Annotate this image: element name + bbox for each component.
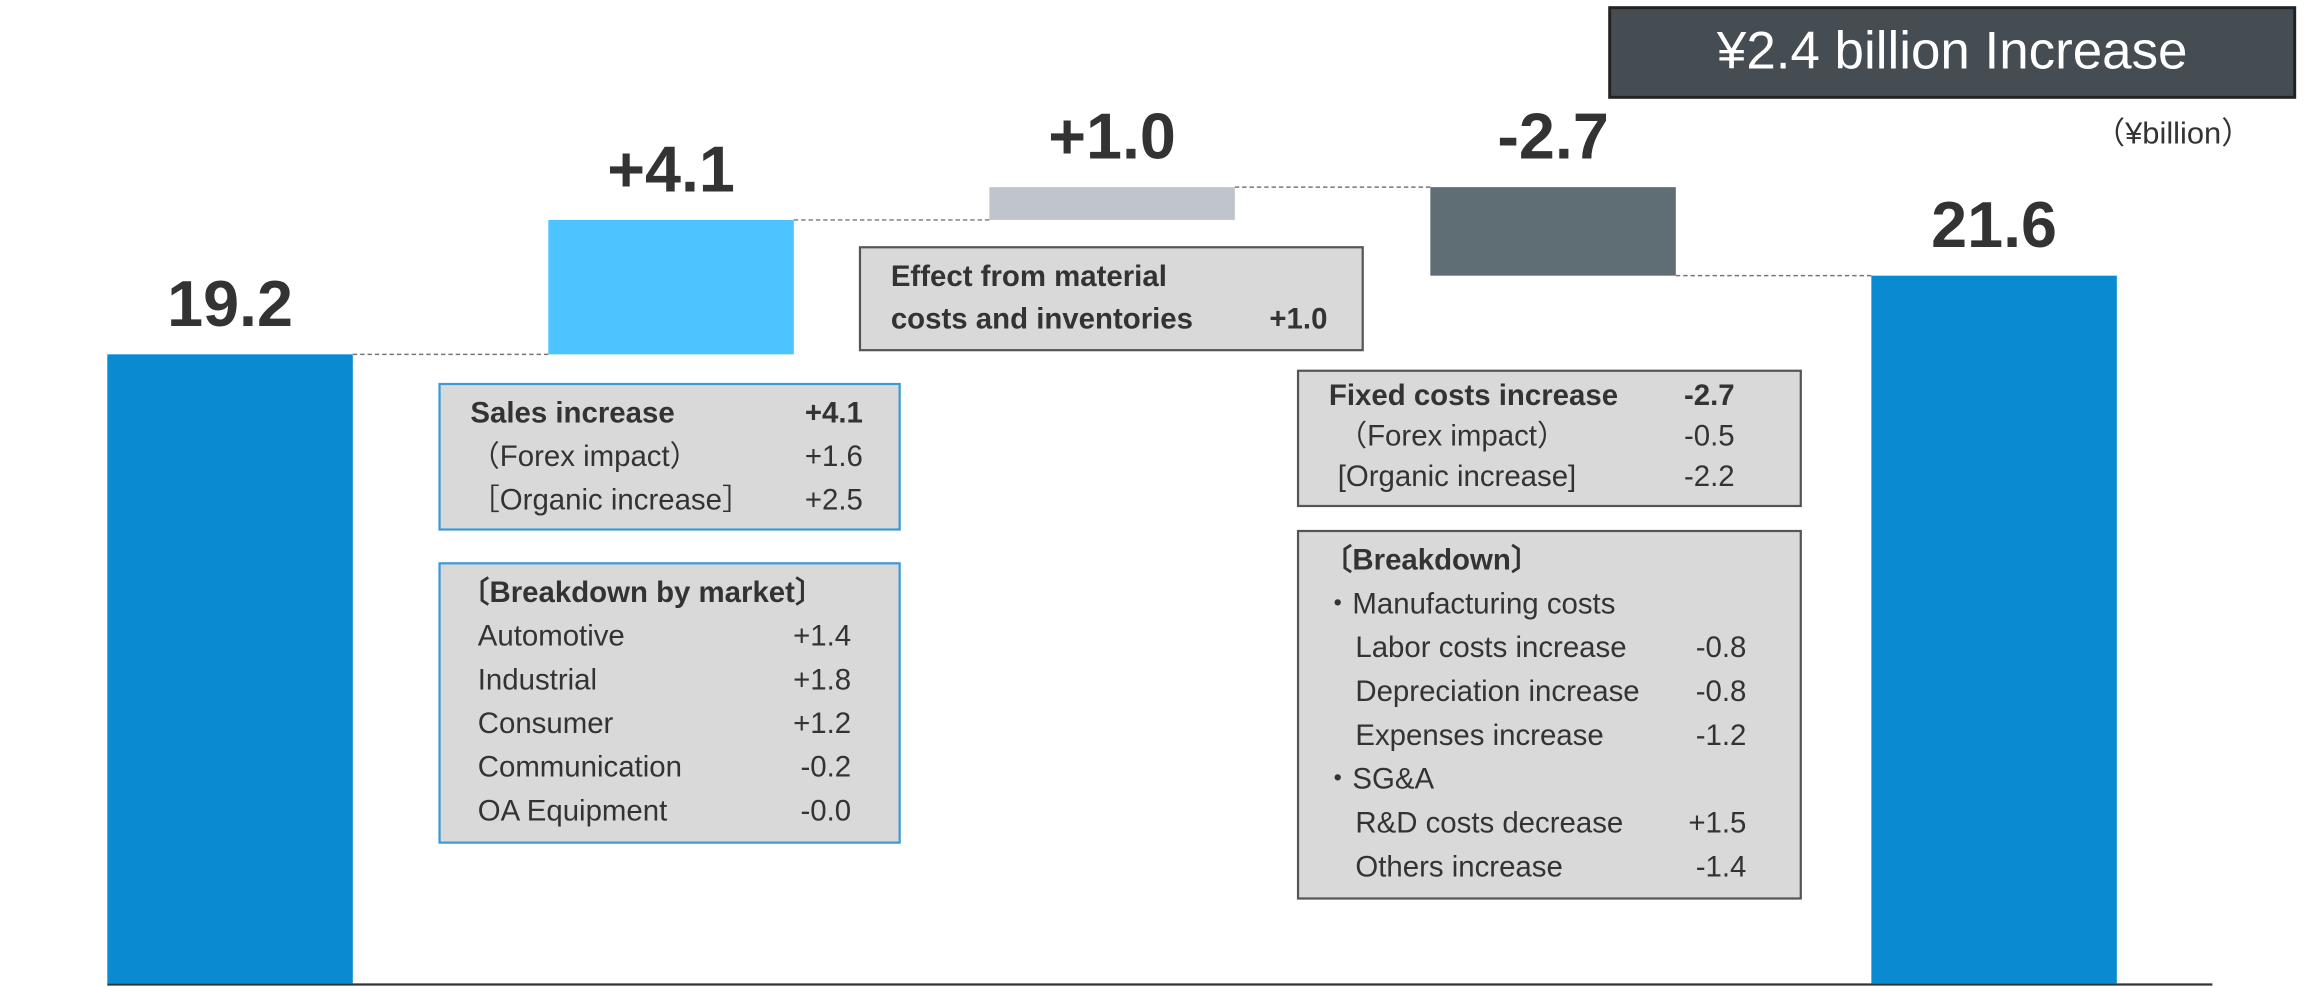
badge-box <box>1608 6 2297 99</box>
note-label: （Forex impact） <box>470 440 699 473</box>
note-value: -0.0 <box>800 794 851 827</box>
bar <box>1430 187 1676 276</box>
note-label: Automotive <box>478 620 625 653</box>
note-box <box>1296 369 1802 508</box>
note-box <box>438 562 901 844</box>
value-label: +1.0 <box>1048 100 1176 173</box>
note-value: -1.4 <box>1696 850 1747 883</box>
note-value: -0.8 <box>1696 675 1747 708</box>
note-value: -0.5 <box>1684 419 1735 452</box>
note-label: OA Equipment <box>478 794 668 827</box>
note-label: （Forex impact） <box>1338 419 1567 452</box>
note-label: Labor costs increase <box>1355 631 1626 664</box>
note-label: Effect from material <box>891 260 1167 293</box>
note-value: -0.2 <box>800 751 851 784</box>
note-label: Industrial <box>478 663 597 696</box>
note-label: Consumer <box>478 707 614 740</box>
note-label: costs and inventories <box>891 303 1193 336</box>
note-label: Fixed costs increase <box>1329 379 1618 412</box>
unit-label: （¥billion） <box>2094 116 2252 151</box>
bar <box>107 354 353 984</box>
value-label: +4.1 <box>607 132 735 205</box>
note-value: -2.7 <box>1684 379 1735 412</box>
note-box <box>1296 529 1802 900</box>
note-label: 〔Breakdown〕 <box>1323 544 1540 577</box>
note-value: +2.5 <box>805 483 863 516</box>
value-label: 21.6 <box>1931 188 2057 261</box>
note-value: -1.2 <box>1696 719 1747 752</box>
note-box <box>858 246 1364 352</box>
note-value: -2.2 <box>1684 460 1735 493</box>
note-label: [Organic increase] <box>1338 460 1577 493</box>
value-label: -2.7 <box>1497 100 1608 173</box>
note-value: -0.8 <box>1696 631 1747 664</box>
bar <box>548 219 794 355</box>
badge: ¥2.4 billion Increase <box>1716 22 2188 81</box>
note-label: R&D costs decrease <box>1355 806 1623 839</box>
note-label: ・Manufacturing costs <box>1323 587 1615 620</box>
note-value: +1.2 <box>793 707 851 740</box>
note-value: +1.8 <box>793 663 851 696</box>
bar <box>989 187 1235 220</box>
value-label: 19.2 <box>167 267 293 340</box>
note-label: Expenses increase <box>1355 719 1603 752</box>
note-label: ・SG&A <box>1323 763 1434 796</box>
note-label: 〔Breakdown by market〕 <box>460 576 824 609</box>
note-label: Depreciation increase <box>1355 675 1639 708</box>
note-value: +1.6 <box>805 440 863 473</box>
note-value: +1.0 <box>1269 303 1327 336</box>
note-label: Communication <box>478 751 682 784</box>
note-value: +1.5 <box>1688 806 1746 839</box>
note-box <box>438 382 901 531</box>
note-label: Sales increase <box>470 397 674 430</box>
note-label: ［Organic increase］ <box>470 483 751 516</box>
bar <box>1871 275 2117 984</box>
note-value: +1.4 <box>793 620 851 653</box>
note-label: Others increase <box>1355 850 1562 883</box>
note-value: +4.1 <box>805 397 863 430</box>
